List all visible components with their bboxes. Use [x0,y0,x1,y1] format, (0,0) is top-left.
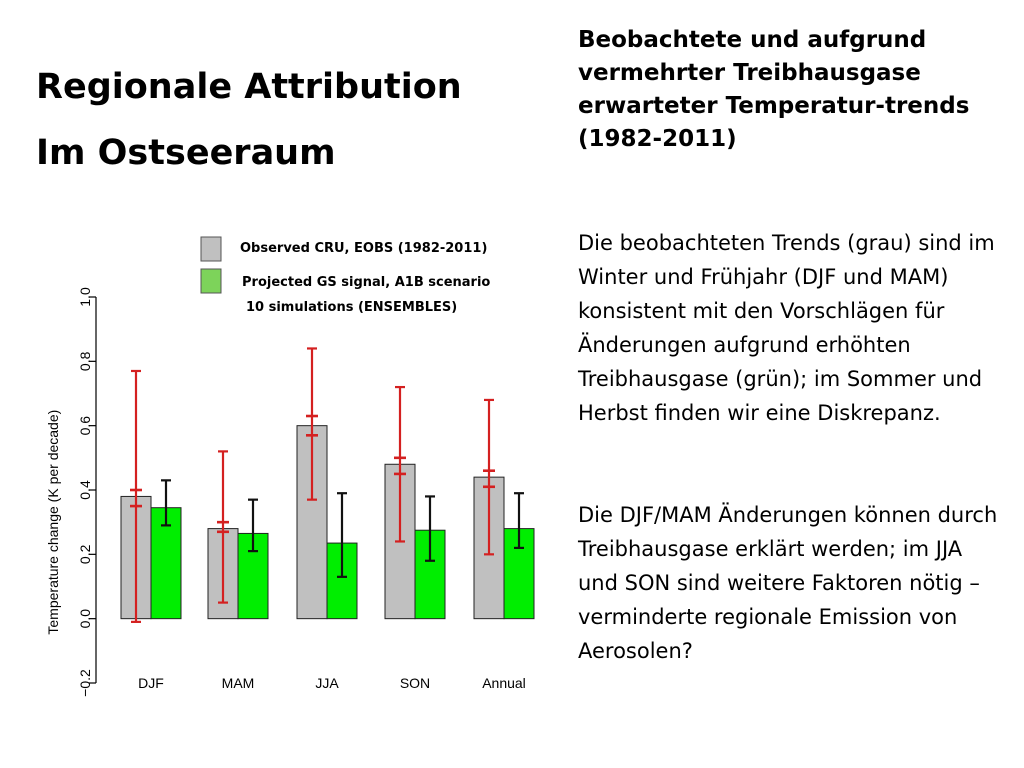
errorbar-projected-annual [514,492,524,549]
bars-group [120,347,535,623]
slide-title-line2: Im Ostseeraum [36,133,336,173]
right-heading: Beobachtete und aufgrund vermehrter Trei… [578,27,970,152]
slide-title-line1: Regionale Attribution [36,67,462,107]
x-category-label-jja: JJA [315,675,339,691]
legend-label-projected-line2: 10 simulations (ENSEMBLES) [246,300,457,315]
chart-legend: Observed CRU, EOBS (1982-2011) Projected… [200,236,490,315]
y-tick-label: 0.4 [77,480,93,500]
errorbar-projected-son [425,495,435,562]
paragraph-conclusion: Die DJF/MAM Änderungen können durch Trei… [578,498,1008,668]
x-category-label-djf: DJF [138,675,164,691]
legend-swatch-observed [200,236,222,262]
paragraph-observed-trends: Die beobachteten Trends (grau) sind im W… [578,226,1008,430]
errorbar-observed-jja [306,347,318,501]
errorbar-projected-djf [161,479,171,527]
errorbar-projected-mam [248,498,258,553]
temperature-trend-chart: Observed CRU, EOBS (1982-2011) Projected… [45,236,535,697]
paragraph1-text: Die beobachteten Trends (grau) sind im W… [578,231,995,425]
x-category-label-mam: MAM [222,675,255,691]
legend-swatch-projected [200,268,222,294]
x-category-label-annual: Annual [482,675,526,691]
bar-projected-djf [150,507,182,620]
y-tick-label: 0.0 [77,609,93,629]
legend-label-projected: Projected GS signal, A1B scenario [242,275,490,290]
y-tick-label: 0.6 [77,416,93,436]
x-category-label-son: SON [400,675,430,691]
x-axis-labels: DJF MAM JJA SON Annual [138,675,526,691]
y-tick-label: 0.8 [77,351,93,371]
y-tick-label: 0.2 [77,544,93,564]
paragraph2-text: Die DJF/MAM Änderungen können durch Trei… [578,503,998,663]
y-tick-label: 1.0 [77,287,93,307]
errorbar-observed-mam [217,450,229,604]
errorbar-observed-annual [483,398,495,556]
errorbar-projected-jja [337,492,347,578]
y-tick-label: −0.2 [77,669,93,697]
errorbar-observed-djf [130,369,142,623]
legend-label-observed: Observed CRU, EOBS (1982-2011) [240,241,487,256]
errorbar-observed-son [394,385,406,543]
y-axis: −0.2 0.0 0.2 0.4 0.6 0.8 1.0 [77,287,97,697]
y-axis-label: Temperature change (K per decade) [45,410,61,635]
